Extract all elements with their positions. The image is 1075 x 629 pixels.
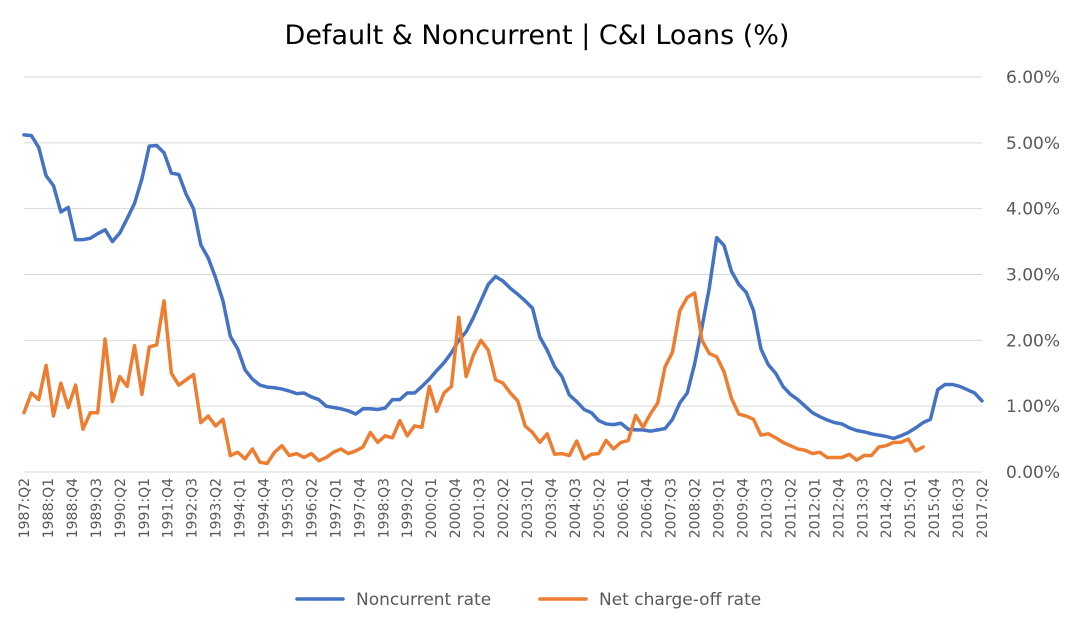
x-tick-label: 2012:Q4 [831,478,847,538]
x-tick-label: 2003:Q1 [520,478,536,538]
x-tick-label: 1997:Q4 [352,478,368,538]
chart-title: Default & Noncurrent | C&I Loans (%) [285,20,790,51]
y-tick-label: 4.00% [1006,200,1060,220]
x-tick-label: 1988:Q1 [41,478,57,538]
y-tick-label: 1.00% [1006,397,1060,417]
x-tick-label: 1991:Q4 [161,478,177,538]
x-tick-label: 1997:Q1 [328,478,344,538]
x-tick-label: 2015:Q1 [903,478,919,538]
legend-label-net-charge-off: Net charge-off rate [599,590,761,610]
x-tick-label: 1994:Q4 [257,478,273,538]
x-tick-label: 2000:Q4 [448,478,464,538]
series-line-net-charge-off-rate [22,291,925,466]
x-tick-label: 2002:Q2 [496,478,512,538]
x-tick-label: 2009:Q4 [736,478,752,538]
x-tick-label: 2012:Q1 [807,478,823,538]
x-tick-label: 1995:Q3 [280,478,296,538]
y-tick-label: 3.00% [1006,266,1060,286]
y-tick-label: 2.00% [1006,331,1060,351]
legend-label-noncurrent: Noncurrent rate [356,590,491,610]
x-tick-label: 2010:Q3 [759,478,775,538]
x-tick-label: 2014:Q2 [879,478,895,538]
x-tick-label: 1990:Q2 [113,478,129,538]
series-line-noncurrent-rate [22,133,984,441]
x-tick-label: 1998:Q3 [376,478,392,538]
x-tick-label: 2017:Q2 [975,478,991,538]
x-tick-label: 1991:Q1 [137,478,153,538]
x-tick-label: 2001:Q3 [472,478,488,538]
y-tick-label: 5.00% [1006,134,1060,154]
x-tick-label: 2005:Q2 [592,478,608,538]
x-tick-label: 2008:Q2 [688,478,704,538]
x-tick-label: 2009:Q1 [712,478,728,538]
gridlines [24,76,982,473]
x-tick-label: 1993:Q2 [209,478,225,538]
x-tick-label: 1996:Q2 [304,478,320,538]
x-axis-tick-labels: 1987:Q2 1988:Q1 1988:Q4 1989:Q3 1990:Q2 1991:… [17,478,991,538]
x-tick-label: 1987:Q2 [17,478,33,538]
x-tick-label: 2013:Q3 [855,478,871,538]
x-tick-label: 2006:Q4 [640,478,656,538]
x-tick-label: 1994:Q1 [233,478,249,538]
x-tick-label: 2011:Q2 [783,478,799,538]
x-tick-label: 1988:Q4 [65,478,81,538]
x-tick-label: 1989:Q3 [89,478,105,538]
x-tick-label: 1992:Q3 [185,478,201,538]
x-tick-label: 2015:Q4 [927,478,943,538]
y-tick-label: 6.00% [1006,68,1060,88]
y-tick-label: 0.00% [1006,463,1060,483]
x-tick-label: 2007:Q3 [664,478,680,538]
legend: Noncurrent rate Net charge-off rate [295,590,761,610]
x-tick-label: 2004:Q3 [568,478,584,538]
series-lines [22,133,984,466]
x-tick-label: 2006:Q1 [616,478,632,538]
x-tick-label: 2000:Q1 [424,478,440,538]
x-tick-label: 2016:Q3 [951,478,967,538]
y-axis-tick-labels: 0.00% 1.00% 2.00% 3.00% 4.00% 5.00% 6.00% [1006,68,1060,483]
x-tick-label: 2003:Q4 [544,478,560,538]
x-tick-label: 1999:Q2 [400,478,416,538]
